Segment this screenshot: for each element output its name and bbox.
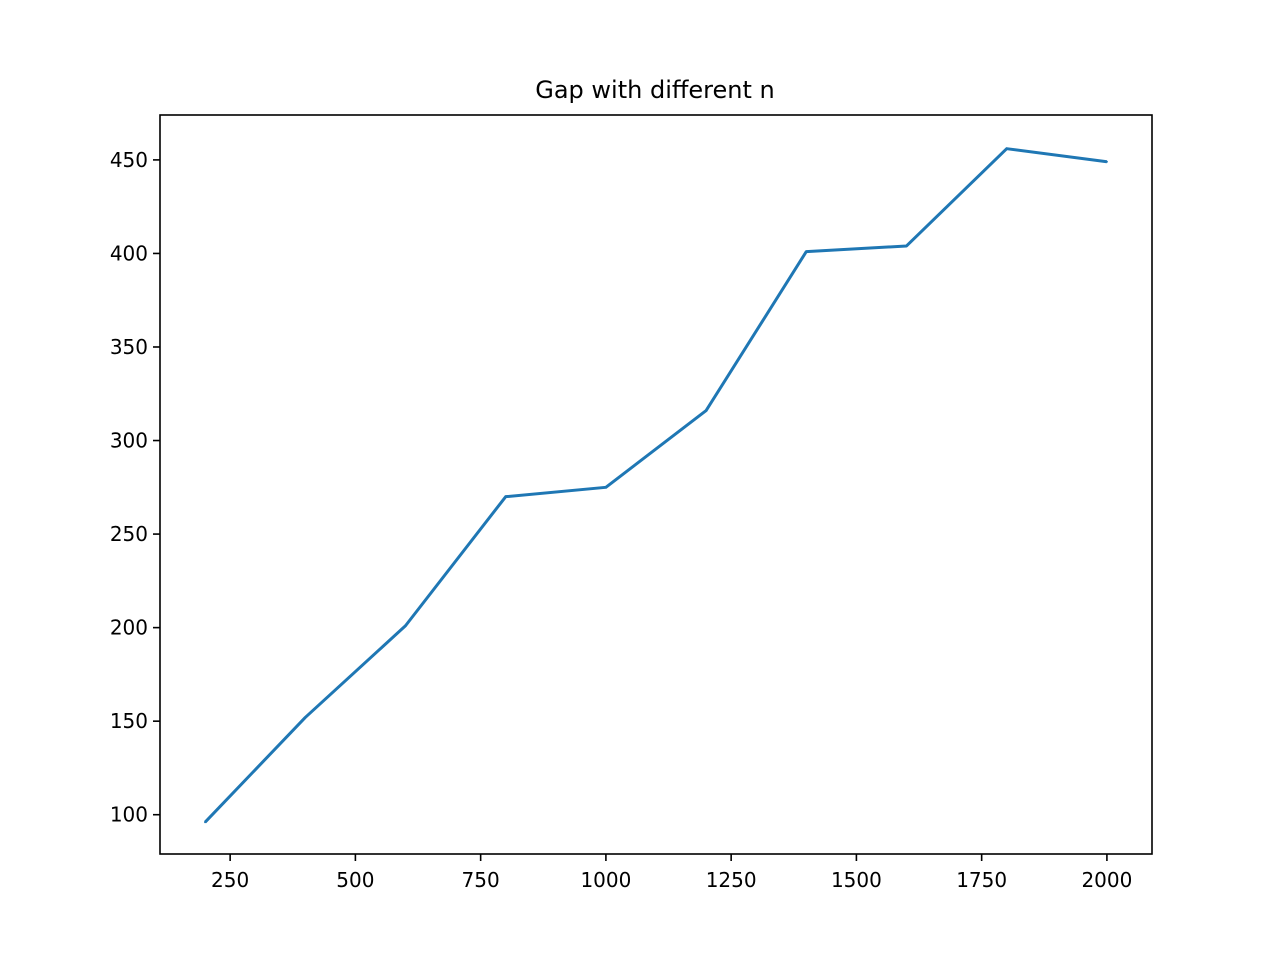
y-tick-label: 200 [110, 616, 148, 640]
y-tick-label: 350 [110, 335, 148, 359]
data-point [1005, 147, 1008, 150]
data-point [905, 244, 908, 247]
data-point [1105, 160, 1108, 163]
x-axis: 250 500 750 1000 1250 1500 1750 2000 [211, 854, 1132, 892]
x-tick-label: 1250 [706, 868, 757, 892]
y-tick-label: 100 [110, 803, 148, 827]
data-point [705, 409, 708, 412]
data-point [504, 495, 507, 498]
y-tick-label: 450 [110, 148, 148, 172]
x-tick-label: 750 [462, 868, 500, 892]
data-point [404, 624, 407, 627]
data-point [304, 716, 307, 719]
y-tick-label: 300 [110, 429, 148, 453]
plot-area-frame [159, 114, 1153, 855]
x-tick-label: 1750 [956, 868, 1007, 892]
x-tick-label: 1000 [580, 868, 631, 892]
data-point [204, 821, 207, 824]
data-point [805, 250, 808, 253]
chart-title: Gap with different n [535, 76, 774, 104]
y-tick-label: 250 [110, 522, 148, 546]
y-tick-label: 400 [110, 241, 148, 265]
x-tick-label: 250 [211, 868, 249, 892]
x-tick-label: 500 [336, 868, 374, 892]
series-layer [204, 147, 1108, 824]
y-tick-label: 150 [110, 709, 148, 733]
series-line [204, 147, 1108, 824]
y-axis: 100 150 200 250 300 350 400 450 [110, 148, 160, 827]
x-tick-label: 2000 [1081, 868, 1132, 892]
x-tick-label: 1500 [831, 868, 882, 892]
data-point [604, 486, 607, 489]
